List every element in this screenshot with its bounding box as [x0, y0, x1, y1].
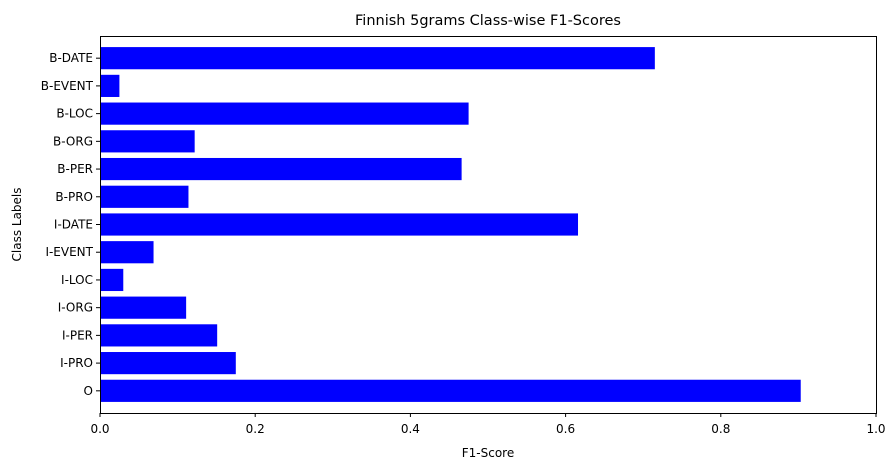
bar-b-per	[100, 157, 462, 181]
bar-b-date	[100, 47, 655, 70]
bar-b-event	[100, 74, 120, 97]
y-tick-label: I-PRO	[60, 356, 93, 370]
bar-i-org	[100, 296, 187, 319]
bar-i-loc	[100, 268, 124, 292]
bar-i-event	[100, 241, 154, 264]
x-tick-label: 0.2	[246, 422, 265, 436]
y-tick-label: I-ORG	[58, 301, 93, 315]
y-axis: B-DATE B-EVENT B-LOC B-ORG B-PER B-PRO I-DATE I…	[41, 51, 100, 398]
y-tick-label: I-PER	[62, 328, 93, 342]
bar-i-per	[100, 324, 218, 347]
y-tick-label: B-EVENT	[41, 79, 94, 93]
x-tick-label: 0.6	[556, 422, 575, 436]
bar-o	[100, 379, 801, 402]
bar-b-loc	[100, 102, 469, 125]
x-tick-label: 0.8	[711, 422, 730, 436]
x-tick-label: 0.4	[401, 422, 420, 436]
y-tick-label: O	[84, 384, 93, 398]
bars-layer	[100, 47, 801, 402]
x-tick-label: 1.0	[866, 422, 885, 436]
y-tick-label: I-DATE	[54, 218, 93, 232]
bar-b-pro	[100, 185, 189, 208]
y-tick-label: B-PRO	[55, 190, 93, 204]
y-tick-label: B-PER	[57, 162, 93, 176]
y-axis-title: Class Labels	[10, 187, 24, 261]
y-tick-label: I-EVENT	[45, 245, 93, 259]
x-tick-label: 0.0	[90, 422, 109, 436]
y-tick-label: B-LOC	[56, 107, 93, 121]
x-axis: 0.0 0.2 0.4 0.6 0.8 1.0	[90, 413, 886, 436]
x-axis-title: F1-Score	[462, 446, 514, 460]
y-tick-label: B-ORG	[53, 134, 93, 148]
bar-i-pro	[100, 352, 236, 375]
y-tick-label: B-DATE	[49, 51, 93, 65]
chart-title: Finnish 5grams Class-wise F1-Scores	[355, 13, 621, 29]
plot-frame	[100, 36, 877, 414]
y-tick-label: I-LOC	[61, 273, 93, 287]
bar-b-org	[100, 130, 195, 153]
bar-i-date	[100, 213, 579, 236]
